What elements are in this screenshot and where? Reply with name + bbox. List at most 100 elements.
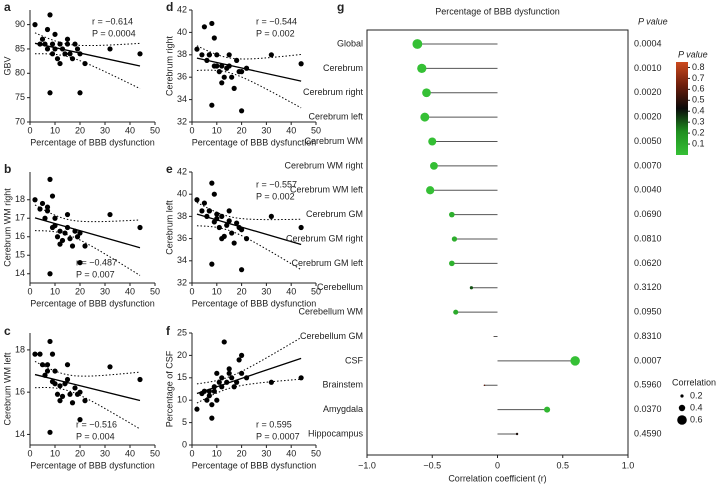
data-point bbox=[49, 41, 56, 47]
category-label: Cerebrum GM right bbox=[286, 233, 364, 243]
data-point bbox=[201, 200, 207, 206]
x-tick-label: 40 bbox=[286, 448, 296, 458]
lollipop-dot bbox=[449, 211, 455, 218]
data-point bbox=[201, 388, 207, 394]
x-tick-label: 0.5 bbox=[556, 460, 569, 470]
y-tick-label: 42 bbox=[177, 166, 187, 176]
data-point bbox=[239, 227, 245, 233]
p-value-label: 0.0004 bbox=[634, 38, 662, 48]
data-point bbox=[107, 46, 113, 52]
data-point bbox=[137, 376, 143, 383]
x-tick-label: 50 bbox=[311, 286, 321, 296]
data-point bbox=[214, 397, 220, 403]
p-value-label: 0.0810 bbox=[634, 233, 662, 243]
data-point bbox=[64, 376, 71, 383]
data-point bbox=[54, 234, 61, 240]
size-legend-dot bbox=[677, 415, 687, 425]
y-tick-label: 16 bbox=[15, 231, 25, 241]
lollipop-dot bbox=[428, 137, 437, 146]
data-point bbox=[206, 388, 212, 394]
data-point bbox=[69, 56, 76, 62]
confidence-band bbox=[34, 53, 141, 90]
y-tick-label: 70 bbox=[15, 116, 25, 126]
data-point bbox=[226, 52, 232, 58]
lollipop-dot bbox=[422, 88, 431, 98]
data-point bbox=[216, 224, 222, 231]
data-point bbox=[67, 51, 73, 57]
confidence-band bbox=[34, 204, 141, 223]
data-point bbox=[47, 429, 53, 435]
p-value-label: 0.5960 bbox=[634, 380, 662, 390]
confidence-band bbox=[196, 337, 302, 385]
x-axis-label: Percentage of BBB dysfunction bbox=[192, 137, 317, 147]
data-point bbox=[214, 52, 220, 58]
x-tick-label: 30 bbox=[261, 125, 271, 135]
y-tick-label: 25 bbox=[177, 327, 187, 337]
y-tick-label: 18 bbox=[15, 344, 25, 354]
data-point bbox=[229, 375, 235, 381]
annotation: P = 0.002 bbox=[256, 191, 295, 201]
data-point bbox=[209, 102, 215, 108]
data-point bbox=[57, 228, 63, 234]
data-point bbox=[214, 211, 220, 217]
data-point bbox=[54, 391, 61, 397]
data-point bbox=[62, 51, 68, 57]
confidence-band bbox=[34, 32, 141, 47]
panel-letter: a bbox=[4, 0, 11, 14]
colorbar-tick-label: 0.3 bbox=[692, 117, 705, 127]
panel-letter: e bbox=[166, 162, 173, 176]
x-tick-label: 10 bbox=[50, 448, 60, 458]
size-legend-dot bbox=[678, 404, 686, 412]
data-point bbox=[226, 208, 232, 214]
y-tick-label: 38 bbox=[177, 211, 187, 221]
data-point bbox=[239, 352, 245, 358]
p-value-label: 0.0040 bbox=[634, 185, 662, 195]
x-axis-label: Correlation coefficient (r) bbox=[448, 473, 546, 483]
data-point bbox=[47, 271, 53, 277]
data-point bbox=[199, 52, 205, 58]
data-point bbox=[37, 41, 43, 47]
y-tick-label: 36 bbox=[177, 233, 187, 243]
x-tick-label: 0 bbox=[495, 460, 500, 470]
confidence-band bbox=[34, 387, 141, 430]
data-point bbox=[77, 230, 83, 236]
data-point bbox=[221, 74, 227, 80]
x-tick-label: −0.5 bbox=[423, 460, 441, 470]
data-point bbox=[209, 261, 215, 267]
p-value-label: 0.4590 bbox=[634, 428, 662, 438]
x-tick-label: 0 bbox=[189, 125, 194, 135]
data-point bbox=[77, 389, 83, 395]
plot-frame bbox=[366, 29, 629, 456]
p-value-label: 0.0020 bbox=[634, 87, 662, 97]
data-point bbox=[39, 36, 46, 42]
data-point bbox=[239, 267, 245, 273]
y-tick-label: 42 bbox=[177, 4, 187, 14]
x-tick-label: 50 bbox=[150, 125, 160, 135]
category-label: Cerebrum left bbox=[308, 112, 363, 122]
x-tick-label: −1.0 bbox=[358, 460, 376, 470]
data-point bbox=[77, 260, 83, 266]
x-tick-label: 20 bbox=[237, 125, 247, 135]
chart-title: Percentage of BBB dysfunction bbox=[435, 6, 560, 16]
size-legend-label: 0.2 bbox=[690, 390, 703, 400]
y-tick-label: 75 bbox=[15, 92, 25, 102]
data-point bbox=[44, 46, 51, 52]
annotation: P = 0.007 bbox=[76, 269, 115, 279]
data-point bbox=[206, 52, 212, 58]
data-point bbox=[62, 381, 68, 387]
data-point bbox=[52, 368, 58, 374]
data-point bbox=[47, 12, 53, 18]
p-value-label: 0.3120 bbox=[634, 282, 662, 292]
data-point bbox=[221, 339, 227, 345]
data-point bbox=[194, 406, 200, 412]
annotation: r = −0.487 bbox=[76, 257, 117, 267]
y-tick-label: 14 bbox=[15, 429, 25, 439]
data-point bbox=[224, 379, 230, 385]
fit-line bbox=[34, 217, 141, 249]
lollipop-dot bbox=[515, 432, 519, 436]
data-point bbox=[74, 234, 81, 240]
x-tick-label: 20 bbox=[237, 286, 247, 296]
data-point bbox=[64, 41, 71, 47]
data-point bbox=[107, 364, 113, 370]
data-point bbox=[82, 243, 88, 249]
